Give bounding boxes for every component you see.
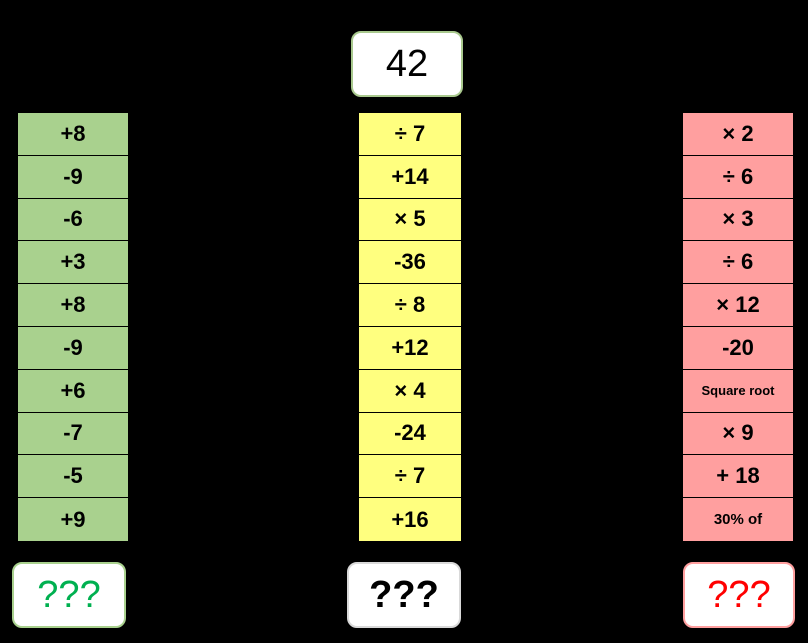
- red-step-8: × 9: [683, 412, 793, 456]
- start-number-box: 42: [351, 31, 463, 97]
- green-step-7: +6: [18, 369, 128, 413]
- yellow-answer-box: ???: [347, 562, 461, 628]
- green-step-9: -5: [18, 455, 128, 499]
- yellow-step-1: ÷ 7: [359, 113, 461, 156]
- green-answer-box: ???: [12, 562, 126, 628]
- yellow-step-3: × 5: [359, 198, 461, 242]
- green-step-4: +3: [18, 241, 128, 285]
- red-step-1: × 2: [683, 113, 793, 156]
- green-step-5: +8: [18, 284, 128, 327]
- green-step-6: -9: [18, 326, 128, 370]
- red-step-10: 30% of: [683, 498, 793, 541]
- yellow-step-6: +12: [359, 326, 461, 370]
- yellow-step-2: +14: [359, 155, 461, 199]
- yellow-step-10: +16: [359, 498, 461, 541]
- yellow-column: ÷ 7 +14 × 5 -36 ÷ 8 +12 × 4 -24 ÷ 7 +16: [359, 113, 461, 541]
- green-step-1: +8: [18, 113, 128, 156]
- red-step-3: × 3: [683, 198, 793, 242]
- yellow-step-7: × 4: [359, 369, 461, 413]
- green-step-3: -6: [18, 198, 128, 242]
- red-step-6: -20: [683, 326, 793, 370]
- yellow-step-8: -24: [359, 412, 461, 456]
- green-step-10: +9: [18, 498, 128, 541]
- yellow-step-5: ÷ 8: [359, 284, 461, 327]
- red-column: × 2 ÷ 6 × 3 ÷ 6 × 12 -20 Square root × 9…: [683, 113, 793, 541]
- green-step-8: -7: [18, 412, 128, 456]
- red-step-7: Square root: [683, 369, 793, 413]
- red-step-4: ÷ 6: [683, 241, 793, 285]
- red-step-5: × 12: [683, 284, 793, 327]
- yellow-step-9: ÷ 7: [359, 455, 461, 499]
- green-step-2: -9: [18, 155, 128, 199]
- green-column: +8 -9 -6 +3 +8 -9 +6 -7 -5 +9: [18, 113, 128, 541]
- yellow-step-4: -36: [359, 241, 461, 285]
- red-answer-box: ???: [683, 562, 795, 628]
- red-step-9: + 18: [683, 455, 793, 499]
- red-step-2: ÷ 6: [683, 155, 793, 199]
